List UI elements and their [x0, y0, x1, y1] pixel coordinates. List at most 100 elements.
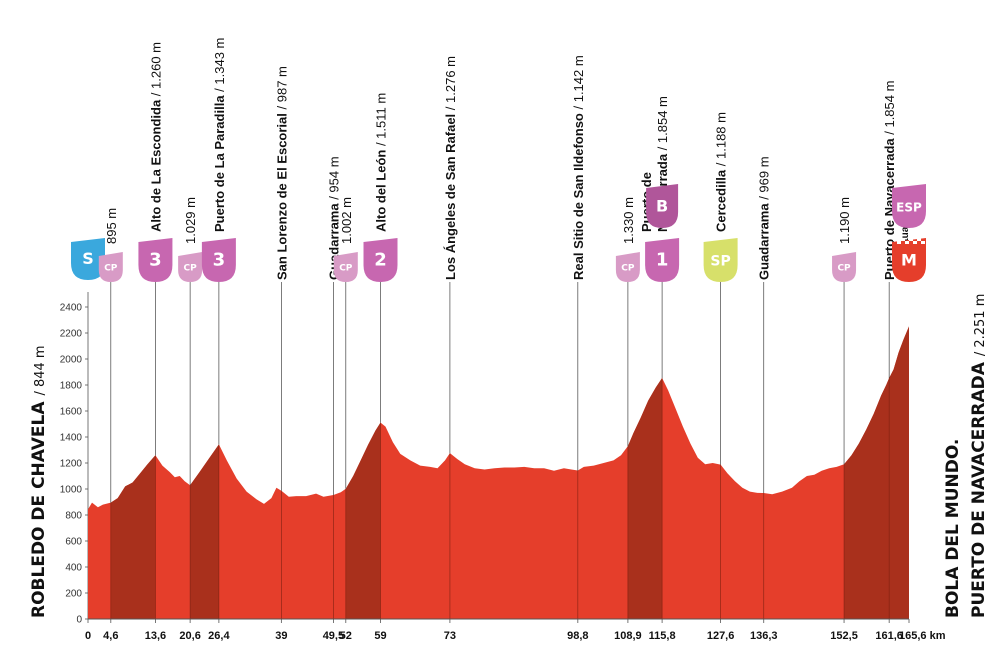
x-tick-label: 59	[374, 630, 386, 642]
bonus-badge-text: B	[656, 196, 668, 215]
landmark-label: Puerto de La Paradilla / 1.343 m	[212, 38, 227, 232]
landmark-alt: 1.260 m	[148, 42, 163, 89]
category-badge-shape	[645, 238, 680, 282]
y-tick-label: 1200	[60, 459, 83, 470]
landmark-alt: 1.188 m	[714, 112, 729, 159]
landmark-sep: /	[443, 103, 458, 114]
esp-badge-text: ESP	[896, 200, 922, 214]
profile-area	[88, 326, 909, 619]
y-tick-label: 1600	[60, 407, 83, 418]
finish-label: BOLA DEL MUNDO.	[943, 439, 963, 618]
landmark-name: Cercedilla / 1.188 m	[714, 112, 729, 232]
x-tick-label: 165,6 km	[899, 630, 946, 642]
start-label-alt: 844 m	[33, 345, 48, 387]
climb-segment	[844, 378, 890, 619]
checkpoint-alt: 1.190 m	[837, 197, 852, 244]
landmark-alt: 954 m	[326, 156, 341, 192]
category-badge-shape	[363, 238, 398, 282]
category-badge-text: 1	[656, 249, 669, 270]
checkpoint-badge-shape	[98, 252, 123, 282]
checkpoint-badge: CP	[178, 252, 203, 282]
finish-checker	[909, 238, 913, 241]
landmark-alt: 1.343 m	[212, 38, 227, 85]
x-tick-label: 136,3	[750, 630, 778, 642]
esp-badge-shape	[892, 184, 926, 228]
landmark-name: Alto del León / 1.511 m	[374, 93, 389, 232]
finish-checker	[917, 238, 921, 241]
start-label-name: ROBLEDO DE CHAVELA	[29, 401, 49, 618]
start-badge: S	[71, 238, 105, 280]
start-badge-text: S	[82, 249, 94, 268]
finish-badge: M	[892, 238, 926, 282]
checkpoint-label: 1.029 m	[183, 197, 198, 244]
y-tick-label: 1000	[60, 485, 83, 496]
y-tick-label: 2200	[60, 329, 83, 340]
checkpoint-badge-text: CP	[184, 264, 198, 274]
landmark-name: Puerto de La Paradilla / 1.343 m	[212, 38, 227, 232]
landmark-name: Los Ángeles de San Rafael / 1.276 m	[443, 56, 458, 280]
checkpoint-badge: CP	[98, 252, 123, 282]
svg-text:ROBLEDO DE CHAVELA /: ROBLEDO DE CHAVELA / 844 m	[29, 345, 49, 618]
landmark-alt: 1.142 m	[571, 55, 586, 102]
y-tick-label: 400	[65, 563, 82, 574]
landmark-label: Cercedilla / 1.188 m	[714, 112, 729, 232]
category-badge: 3	[201, 238, 236, 282]
y-tick-label: 800	[65, 511, 82, 522]
badge-layer: S CP CP CP CP CP 3 3 2 1 SP B ESP M	[71, 184, 926, 282]
landmark-label: San Lorenzo de El Escorial / 987 m	[274, 66, 289, 280]
landmark-sep: /	[326, 193, 341, 204]
category-badge-text: 2	[374, 249, 387, 270]
finish-checker	[913, 241, 917, 244]
y-tick-label: 1400	[60, 433, 83, 444]
x-tick-label: 161,6	[875, 630, 903, 642]
esp-badge: ESP	[892, 184, 926, 228]
checkpoint-badge-shape	[832, 252, 857, 282]
landmark-name: Alto de La Escondida / 1.260 m	[148, 42, 163, 232]
x-axis: 0 4,6 13,6 20,6 26,4 39 49,552 59 73 98,8 108,9 115…	[85, 618, 946, 642]
svg-text:PUERTO DE NAVACERRADA /: PUERTO DE NAVACERRADA / 2.251 m	[969, 294, 989, 618]
checkpoint-label: 895 m	[104, 208, 119, 244]
checkpoint-alt: 1.330 m	[621, 197, 636, 244]
landmark-sep: /	[212, 85, 227, 96]
landmark-lines	[110, 282, 890, 619]
category-badge-text: 3	[149, 249, 162, 270]
checkpoint-badge-shape	[333, 252, 358, 282]
landmark-name: Puerto de Navacerrada / 1.854 m	[882, 81, 897, 280]
x-tick-label: 98,8	[567, 630, 588, 642]
finish-checker	[921, 241, 925, 244]
x-tick-label: 26,4	[208, 630, 230, 642]
finish-badge-shape	[892, 238, 926, 282]
climb-segment	[110, 455, 156, 619]
landmark-name: Guadarrama / 969 m	[757, 156, 772, 280]
landmark-alt: 1.854 m	[655, 96, 670, 143]
finish-label-line2: PUERTO DE NAVACERRADA	[969, 361, 989, 618]
start-label: ROBLEDO DE CHAVELA / 844 m	[29, 345, 49, 618]
landmark-label: Alto de La Escondida / 1.260 m	[148, 42, 163, 232]
bonus-badge: B	[646, 184, 679, 228]
x-tick-label: 108,9	[614, 630, 642, 642]
landmark-sep: /	[757, 193, 772, 204]
x-tick-label: 39	[275, 630, 287, 642]
landmark-name: Real Sitio de San Ildefonso / 1.142 m	[571, 55, 586, 280]
climb-segment	[889, 326, 909, 619]
x-tick-label: 4,6	[103, 630, 118, 642]
y-tick-label: 2400	[60, 303, 83, 314]
finish-badge-text: M	[901, 250, 917, 269]
checkpoint-label: 1.330 m	[621, 197, 636, 244]
y-tick-label: 600	[65, 537, 82, 548]
landmark-sep: /	[148, 89, 163, 100]
checkpoint-badge-text: CP	[837, 264, 851, 274]
y-tick-label: 1800	[60, 381, 83, 392]
landmark-sep: /	[274, 102, 289, 113]
landmark-labels: Alto de La Escondida / 1.260 m Puerto de …	[104, 38, 911, 280]
category-badge-shape	[703, 238, 738, 282]
category-badge: 3	[138, 238, 173, 282]
x-tick-label: 115,8	[649, 630, 676, 642]
checkpoint-alt: 1.002 m	[339, 197, 354, 244]
landmark-sep: /	[571, 102, 586, 113]
x-tick-label: 0	[85, 630, 91, 642]
checkpoint-label: 1.190 m	[837, 197, 852, 244]
landmark-name: San Lorenzo de El Escorial / 987 m	[274, 66, 289, 280]
landmark-alt: 969 m	[757, 156, 772, 192]
